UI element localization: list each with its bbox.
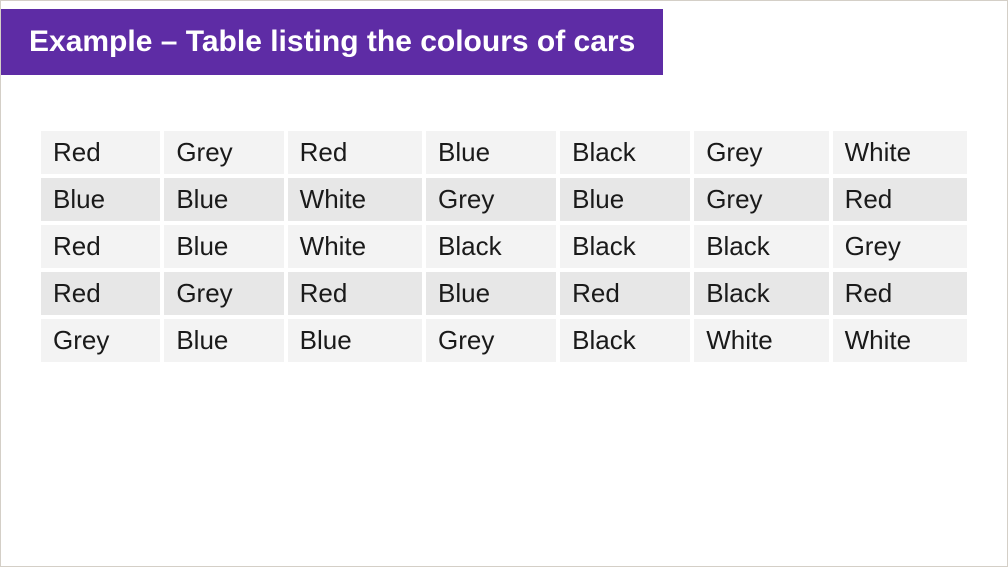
table-cell: Red (833, 178, 967, 221)
table-cell: White (288, 178, 422, 221)
example-header: Example – Table listing the colours of c… (1, 9, 663, 75)
table-cell: Black (694, 225, 828, 268)
table-cell: White (833, 131, 967, 174)
table-cell: Grey (164, 272, 283, 315)
table-cell: Red (288, 272, 422, 315)
table-cell: White (833, 319, 967, 362)
table-cell: Grey (694, 131, 828, 174)
table-cell: Grey (164, 131, 283, 174)
table-cell: Grey (694, 178, 828, 221)
header-title: Example – Table listing the colours of c… (29, 25, 635, 58)
table-cell: Blue (41, 178, 160, 221)
table-cell: Blue (288, 319, 422, 362)
table-cell: White (288, 225, 422, 268)
table-cell: Black (694, 272, 828, 315)
table-cell: Black (426, 225, 556, 268)
table-cell: Blue (164, 319, 283, 362)
table-cell: Red (833, 272, 967, 315)
table-cell: Red (288, 131, 422, 174)
table-cell: Blue (560, 178, 690, 221)
table-row: Grey Blue Blue Grey Black White White (41, 319, 967, 362)
colours-table: Red Grey Red Blue Black Grey White Blue … (37, 127, 971, 366)
table-cell: Grey (41, 319, 160, 362)
table-cell: Red (41, 272, 160, 315)
table-cell: Blue (426, 272, 556, 315)
table-cell: Blue (164, 225, 283, 268)
table-cell: White (694, 319, 828, 362)
table-cell: Grey (833, 225, 967, 268)
table-cell: Blue (426, 131, 556, 174)
table-cell: Blue (164, 178, 283, 221)
table-row: Blue Blue White Grey Blue Grey Red (41, 178, 967, 221)
table-row: Red Grey Red Blue Black Grey White (41, 131, 967, 174)
table-cell: Red (41, 131, 160, 174)
table-row: Red Blue White Black Black Black Grey (41, 225, 967, 268)
table-cell: Black (560, 225, 690, 268)
table-cell: Grey (426, 178, 556, 221)
table-cell: Black (560, 131, 690, 174)
table-cell: Black (560, 319, 690, 362)
table-cell: Red (560, 272, 690, 315)
table-cell: Grey (426, 319, 556, 362)
table-row: Red Grey Red Blue Red Black Red (41, 272, 967, 315)
table-container: Red Grey Red Blue Black Grey White Blue … (1, 75, 1007, 366)
table-cell: Red (41, 225, 160, 268)
